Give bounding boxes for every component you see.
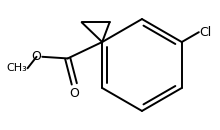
Text: O: O — [32, 50, 42, 63]
Text: O: O — [69, 87, 79, 100]
Text: Cl: Cl — [200, 26, 212, 39]
Text: CH₃: CH₃ — [6, 63, 27, 73]
